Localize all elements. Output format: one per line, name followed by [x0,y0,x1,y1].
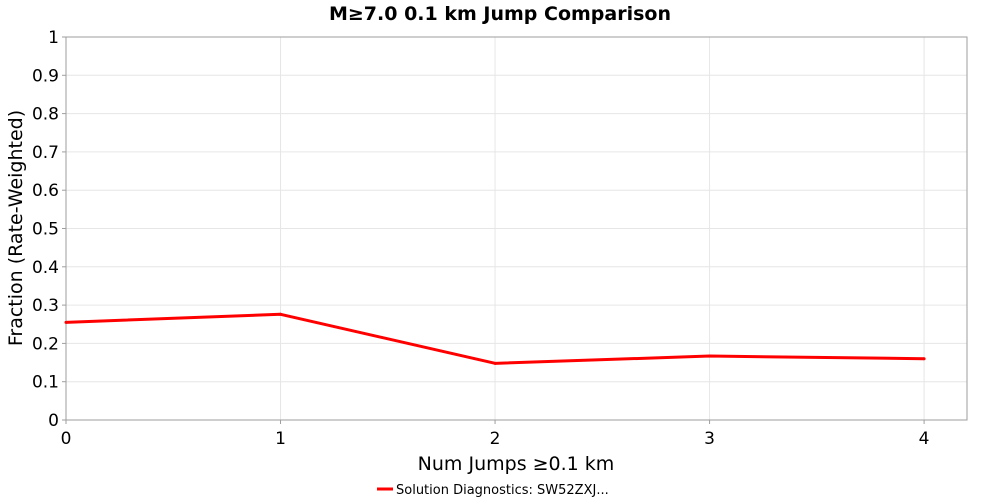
y-tick-label: 0.1 [32,373,59,393]
y-tick-label: 0.3 [32,296,59,316]
legend-label: Solution Diagnostics: SW52ZXJ... [396,483,609,498]
x-tick-label: 4 [919,429,930,449]
data-point [493,361,497,365]
y-tick-label: 0.6 [32,181,59,201]
data-point [922,357,926,361]
x-tick-label: 3 [704,429,715,449]
y-tick-label: 1 [48,28,59,48]
y-tick-label: 0.4 [32,258,59,278]
data-point [279,312,283,316]
x-axis: 0 1 2 3 4 [61,420,930,449]
data-point [64,320,68,324]
y-tick-label: 0.7 [32,143,59,163]
x-tick-label: 2 [490,429,501,449]
data-point [708,354,712,358]
x-tick-label: 0 [61,429,72,449]
legend: Solution Diagnostics: SW52ZXJ... [377,483,609,498]
y-axis-label: Fraction (Rate-Weighted) [5,110,27,346]
series-group [64,312,926,365]
y-tick-label: 0.8 [32,105,59,125]
x-axis-label: Num Jumps ≥0.1 km [418,453,615,475]
y-tick-label: 0.9 [32,66,59,86]
chart-title: M≥7.0 0.1 km Jump Comparison [329,3,671,25]
y-axis: 0 0.1 0.2 0.3 0.4 0.5 0.6 0.7 0.8 0.9 1 [32,28,66,431]
y-tick-label: 0.2 [32,334,59,354]
y-tick-label: 0.5 [32,220,59,240]
x-tick-label: 1 [275,429,286,449]
y-tick-label: 0 [48,411,59,431]
